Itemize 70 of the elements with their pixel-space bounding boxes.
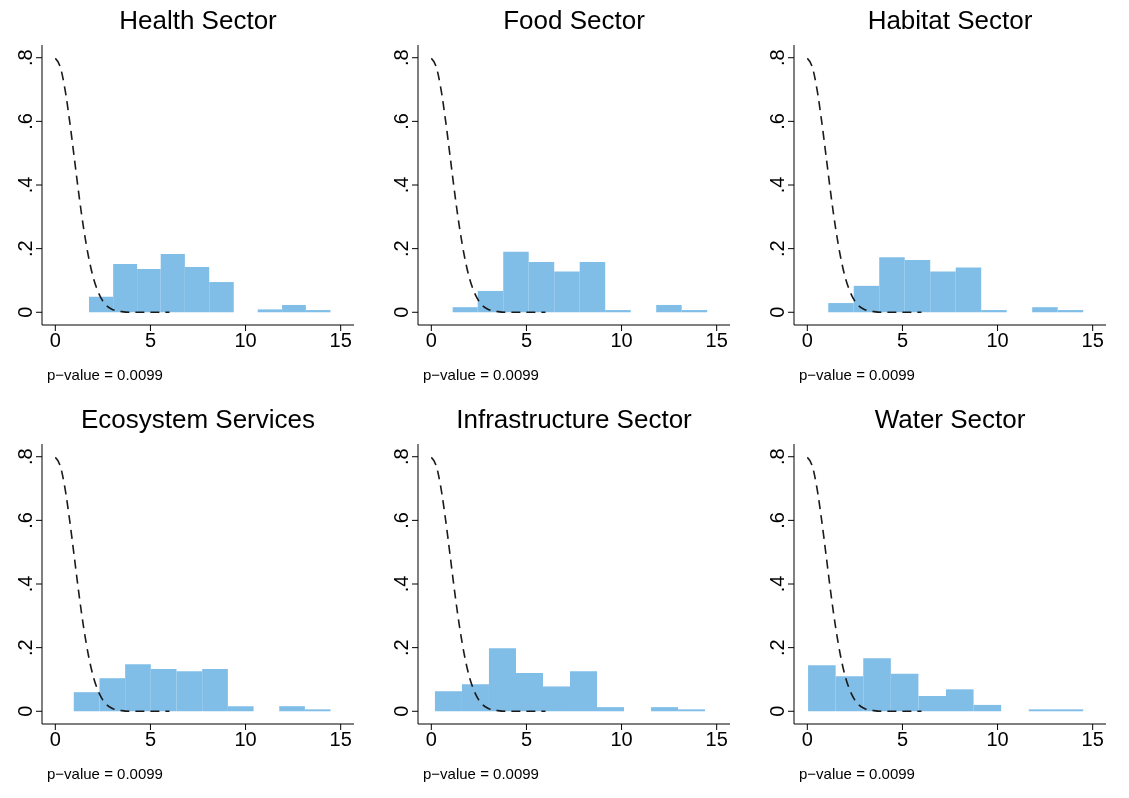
y-tick-label: .4 bbox=[14, 176, 36, 194]
y-tick-label: .2 bbox=[390, 240, 412, 257]
y-tick-label: .8 bbox=[14, 448, 36, 466]
y-tick-label: .2 bbox=[766, 240, 788, 257]
text: p−value = 0.0099 bbox=[798, 764, 916, 784]
chart-title: Water Sector bbox=[873, 403, 1027, 436]
x-tick-label: 5 bbox=[520, 728, 532, 751]
y-tick-label: .6 bbox=[14, 512, 36, 529]
x-tick-label: 15 bbox=[329, 728, 352, 751]
y-tick-label: .8 bbox=[390, 448, 412, 466]
y-tick-label: .2 bbox=[14, 639, 36, 656]
x-tick-label: 10 bbox=[610, 329, 633, 352]
line-series bbox=[54, 456, 171, 713]
y-tick-label: 0 bbox=[766, 705, 788, 717]
x-tick-label: 5 bbox=[896, 329, 908, 352]
text: p−value = 0.0099 bbox=[422, 365, 540, 385]
y-tick-label: .6 bbox=[766, 512, 788, 529]
x-tick-label: 15 bbox=[1081, 728, 1104, 751]
chart-title: Infrastructure Sector bbox=[455, 403, 693, 436]
chart-title: Food Sector bbox=[502, 4, 646, 37]
text: p−value = 0.0099 bbox=[46, 764, 164, 784]
y-tick-label: .6 bbox=[390, 512, 412, 529]
y-tick-label: 0 bbox=[766, 306, 788, 318]
x-tick-label: 5 bbox=[520, 329, 532, 352]
x-tick-label: 10 bbox=[234, 728, 257, 751]
y-tick-label: .6 bbox=[766, 113, 788, 130]
y-tick-label: .8 bbox=[766, 448, 788, 466]
y-tick-label: 0 bbox=[390, 306, 412, 318]
y-tick-label: .8 bbox=[390, 49, 412, 67]
y-tick-label: .4 bbox=[766, 176, 788, 194]
x-tick-label: 5 bbox=[896, 728, 908, 751]
chart-title: Health Sector bbox=[118, 4, 278, 37]
line-series bbox=[430, 57, 547, 314]
x-tick-label: 15 bbox=[329, 329, 352, 352]
x-tick-label: 0 bbox=[801, 329, 813, 352]
x-tick-label: 0 bbox=[49, 329, 61, 352]
x-tick-label: 0 bbox=[801, 728, 813, 751]
y-tick-label: .2 bbox=[390, 639, 412, 656]
y-tick-label: .2 bbox=[766, 639, 788, 656]
x-tick-label: 0 bbox=[425, 728, 437, 751]
y-tick-label: .2 bbox=[14, 240, 36, 257]
line-series bbox=[54, 57, 171, 314]
y-tick-label: 0 bbox=[390, 705, 412, 717]
x-tick-label: 15 bbox=[705, 728, 728, 751]
x-tick-label: 10 bbox=[986, 329, 1009, 352]
chart-title: Ecosystem Services bbox=[79, 403, 317, 436]
y-tick-label: .4 bbox=[766, 575, 788, 593]
x-tick-label: 5 bbox=[144, 329, 156, 352]
x-tick-label: 5 bbox=[144, 728, 156, 751]
y-tick-label: .8 bbox=[14, 49, 36, 67]
y-tick-label: .4 bbox=[390, 176, 412, 194]
x-tick-label: 10 bbox=[986, 728, 1009, 751]
x-tick-label: 15 bbox=[1081, 329, 1104, 352]
y-tick-label: .6 bbox=[14, 113, 36, 130]
y-tick-label: 0 bbox=[14, 705, 36, 717]
y-tick-label: .8 bbox=[766, 49, 788, 67]
x-tick-label: 0 bbox=[49, 728, 61, 751]
y-tick-label: .6 bbox=[390, 113, 412, 130]
text: p−value = 0.0099 bbox=[422, 764, 540, 784]
text: p−value = 0.0099 bbox=[46, 365, 164, 385]
x-tick-label: 10 bbox=[610, 728, 633, 751]
y-tick-label: .4 bbox=[390, 575, 412, 593]
text: p−value = 0.0099 bbox=[798, 365, 916, 385]
x-tick-label: 15 bbox=[705, 329, 728, 352]
x-tick-label: 0 bbox=[425, 329, 437, 352]
y-tick-label: 0 bbox=[14, 306, 36, 318]
y-tick-label: .4 bbox=[14, 575, 36, 593]
line-series bbox=[806, 57, 923, 314]
chart-title: Habitat Sector bbox=[866, 4, 1034, 37]
x-tick-label: 10 bbox=[234, 329, 257, 352]
